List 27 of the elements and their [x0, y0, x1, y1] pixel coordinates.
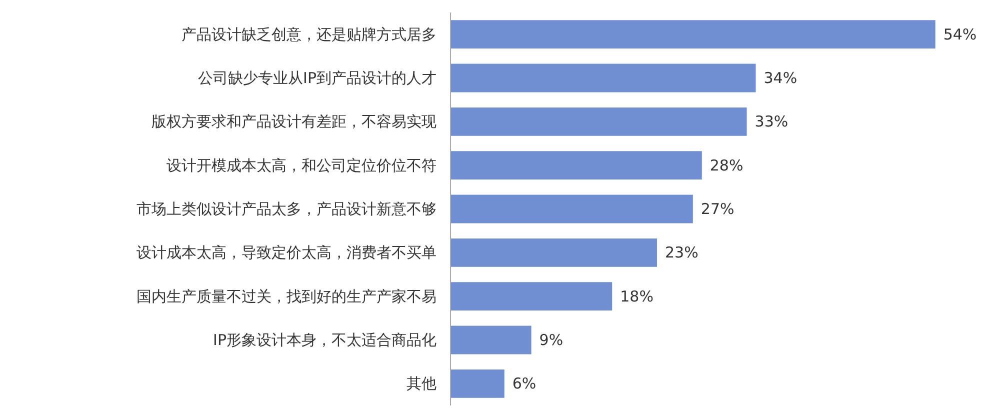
bar: [450, 369, 504, 398]
y-tick-label: 其他: [406, 374, 436, 393]
data-label: 18%: [620, 287, 654, 306]
y-tick-label: 市场上类似设计产品太多，产品设计新意不够: [136, 200, 436, 218]
data-label: 28%: [710, 156, 744, 174]
data-label: 23%: [665, 244, 698, 262]
bar: [450, 151, 702, 180]
data-label: 9%: [539, 331, 564, 349]
data-label: 27%: [700, 200, 734, 218]
data-label: 34%: [764, 69, 798, 87]
y-tick-label: 国内生产质量不过关，找到好的生产产家不易: [136, 287, 436, 306]
data-label: 33%: [754, 112, 788, 131]
y-tick-label: IP形象设计本身，不太适合商品化: [213, 331, 437, 349]
y-tick-label: 产品设计缺乏创意，还是贴牌方式居多: [182, 25, 436, 44]
bar: [450, 20, 936, 49]
y-tick-label: 设计成本太高，导致定价太高，消费者不买单: [136, 244, 436, 262]
bar: [450, 282, 612, 311]
y-tick-label: 公司缺少专业从IP到产品设计的人才: [198, 69, 437, 87]
data-label: 54%: [943, 25, 977, 44]
bar: [450, 64, 756, 92]
bar: [450, 238, 657, 267]
bar: [450, 194, 693, 224]
y-tick-label: 设计开模成本太高，和公司定位价位不符: [166, 156, 436, 174]
data-label: 6%: [512, 374, 536, 393]
y-tick-label: 版权方要求和产品设计有差距，不容易实现: [152, 112, 436, 131]
bar: [450, 107, 747, 136]
bar: [450, 326, 532, 354]
